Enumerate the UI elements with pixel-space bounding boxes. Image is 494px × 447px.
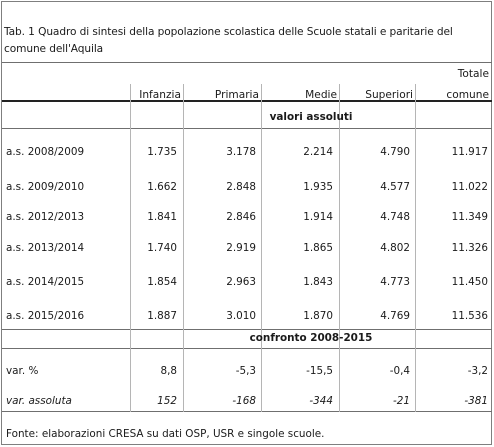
cell-primaria: 3.010	[226, 310, 256, 322]
cell-medie: 1.843	[303, 276, 333, 288]
cell-primaria: 2.848	[226, 181, 256, 193]
cell-primaria: 2.963	[226, 276, 256, 288]
cell-infanzia: 152	[157, 395, 177, 407]
row-label: a.s. 2012/2013	[6, 211, 85, 223]
cell-primaria: -168	[232, 395, 256, 407]
cell-totale: 11.022	[451, 181, 488, 193]
row-label: a.s. 2009/2010	[6, 181, 85, 193]
cell-medie: 1.865	[303, 242, 333, 254]
cell-superiori: 4.748	[380, 211, 410, 223]
section-divider-comparison	[2, 348, 492, 349]
cell-infanzia: 1.735	[147, 146, 177, 158]
column-header-comune: comune	[446, 89, 489, 101]
cell-infanzia: 1.662	[147, 181, 177, 193]
column-divider	[339, 84, 340, 412]
cell-totale: 11.450	[451, 276, 488, 288]
row-label: a.s. 2008/2009	[6, 146, 85, 158]
section-header-comparison: confronto 2008-2015	[249, 332, 373, 344]
table-title: Tab. 1 Quadro di sintesi della popolazio…	[4, 26, 453, 55]
footer-divider	[2, 411, 492, 412]
cell-medie: 1.870	[303, 310, 333, 322]
cell-totale: 11.349	[451, 211, 488, 223]
cell-superiori: 4.790	[380, 146, 410, 158]
row-label-var-assoluta: var. assoluta	[6, 395, 72, 407]
cell-primaria: 3.178	[226, 146, 256, 158]
cell-infanzia: 8,8	[160, 365, 177, 377]
cell-primaria: 2.846	[226, 211, 256, 223]
cell-medie: 1.935	[303, 181, 333, 193]
cell-superiori: 4.802	[380, 242, 410, 254]
column-divider	[183, 84, 184, 412]
column-header-totale: Totale	[457, 68, 489, 80]
column-header-medie: Medie	[305, 89, 337, 101]
column-divider	[130, 84, 131, 412]
column-header-primaria: Primaria	[214, 89, 259, 101]
cell-superiori: 4.769	[380, 310, 410, 322]
cell-infanzia: 1.854	[147, 276, 177, 288]
section-header-absolute: valori assoluti	[269, 111, 353, 123]
column-header-superiori: Superiori	[365, 89, 413, 101]
cell-primaria: -5,3	[235, 365, 256, 377]
row-label: a.s. 2015/2016	[6, 310, 85, 322]
row-label-var-percent: var. %	[6, 365, 39, 377]
section-divider-absolute	[2, 128, 492, 129]
cell-totale: -381	[464, 395, 488, 407]
cell-totale: -3,2	[467, 365, 488, 377]
cell-medie: -15,5	[306, 365, 333, 377]
source-footnote: Fonte: elaborazioni CRESA su dati OSP, U…	[6, 428, 325, 440]
cell-totale: 11.326	[451, 242, 488, 254]
cell-medie: -344	[309, 395, 333, 407]
cell-infanzia: 1.841	[147, 211, 177, 223]
row-label: a.s. 2013/2014	[6, 242, 85, 254]
cell-totale: 11.536	[451, 310, 488, 322]
cell-infanzia: 1.887	[147, 310, 177, 322]
column-divider	[261, 84, 262, 412]
cell-superiori: -0,4	[389, 365, 410, 377]
cell-primaria: 2.919	[226, 242, 256, 254]
cell-superiori: 4.773	[380, 276, 410, 288]
row-label: a.s. 2014/2015	[6, 276, 85, 288]
cell-medie: 1.914	[303, 211, 333, 223]
cell-medie: 2.214	[303, 146, 333, 158]
column-divider	[415, 84, 416, 412]
header-divider	[2, 100, 492, 102]
cell-infanzia: 1.740	[147, 242, 177, 254]
cell-superiori: -21	[393, 395, 410, 407]
column-header-infanzia: Infanzia	[139, 89, 181, 101]
cell-superiori: 4.577	[380, 181, 410, 193]
cell-totale: 11.917	[451, 146, 488, 158]
title-divider	[2, 62, 492, 63]
section-divider-comparison-top	[2, 329, 492, 330]
